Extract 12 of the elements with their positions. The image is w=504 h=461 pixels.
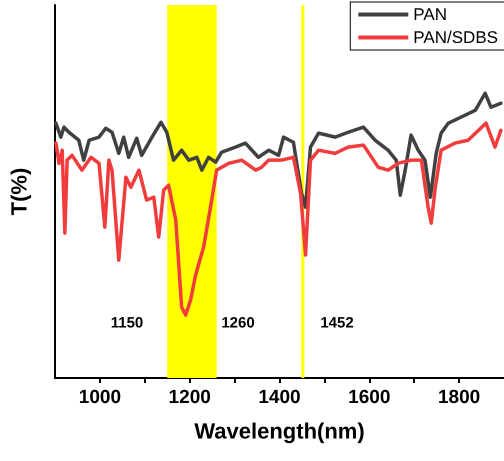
legend-label: PAN bbox=[413, 5, 447, 24]
x-tick-label: 1200 bbox=[168, 387, 211, 408]
x-tick-label: 1400 bbox=[258, 387, 301, 408]
annotation: 1260 bbox=[221, 314, 255, 332]
x-tick-label: 1600 bbox=[348, 387, 390, 408]
legend-label: PAN/SDBS bbox=[413, 28, 498, 47]
annotation: 1150 bbox=[110, 314, 144, 332]
y-axis-title: T(%) bbox=[6, 168, 32, 216]
x-tick-label: 1000 bbox=[78, 387, 122, 408]
x-tick-label: 1800 bbox=[438, 387, 480, 408]
annotation: 1452 bbox=[320, 314, 354, 332]
x-axis-title: Wavelength(nm) bbox=[194, 418, 365, 444]
